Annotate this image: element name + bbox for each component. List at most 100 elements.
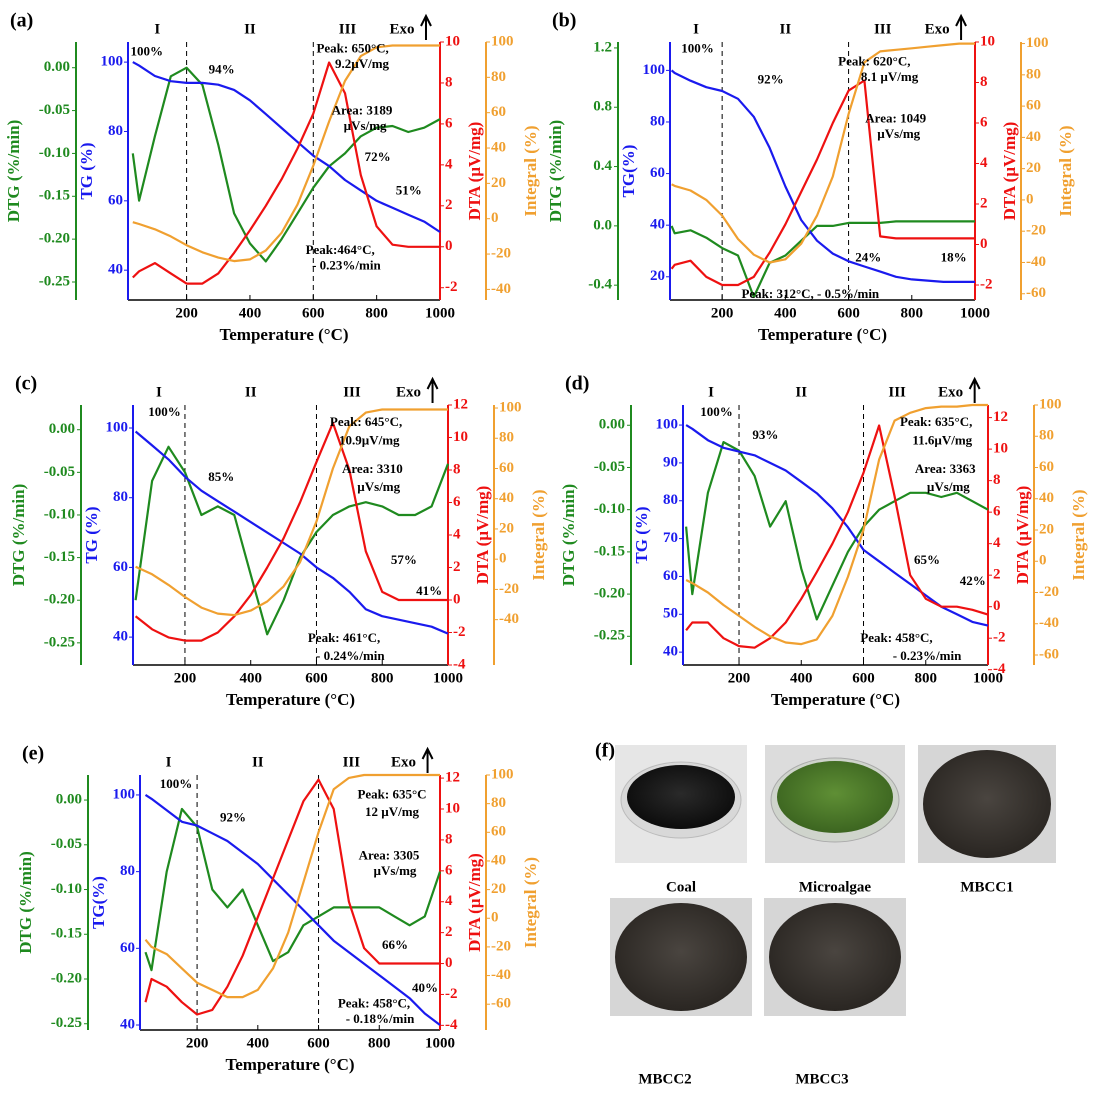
region-label: III (343, 384, 361, 400)
y-tick-label: 10 (445, 800, 460, 816)
y-tick-label: -0.05 (51, 836, 82, 852)
y-tick-label: 50 (663, 606, 678, 622)
y-tick-label: 10 (453, 429, 468, 445)
y-tick-label: 8 (453, 461, 461, 477)
y-axis-title: DTA (µV/mg) (473, 486, 492, 585)
y-tick-label: 40 (491, 139, 506, 155)
x-axis-title: Temperature (°C) (226, 690, 355, 709)
y-tick-label: 0.8 (593, 99, 612, 115)
y-tick-label: -2 (453, 624, 466, 640)
annotation: 65% (914, 552, 940, 567)
y-tick-label: 0 (993, 598, 1001, 614)
y-tick-label: -0.25 (51, 1015, 82, 1031)
y-tick-label: -0.10 (44, 506, 75, 522)
x-tick-label: 400 (247, 1035, 270, 1051)
y-tick-label: 6 (445, 862, 453, 878)
y-tick-label: 60 (491, 104, 506, 120)
y-tick-label: 2 (993, 567, 1001, 583)
panel-label: (d) (565, 373, 589, 395)
y-tick-label: 12 (445, 770, 460, 786)
y-tick-label: 0.00 (599, 417, 625, 433)
y-tick-label: 0.00 (49, 421, 75, 437)
y-tick-label: 40 (663, 644, 678, 660)
x-tick-label: 400 (239, 670, 262, 686)
photo-panel: (f) Coal Microalgae MBCC1 MBCC2 MBCC3 (595, 740, 1056, 1088)
y-tick-label: 4 (445, 156, 453, 172)
region-label: I (154, 21, 160, 37)
y-axis-title: DTA (µV/mg) (465, 853, 484, 952)
y-tick-label: -4 (445, 1017, 458, 1033)
y-tick-label: 100 (656, 416, 679, 432)
y-axis-title: Integral (%) (521, 125, 540, 216)
annotation: Area: 3310 (342, 461, 403, 476)
y-tick-label: 100 (491, 33, 514, 49)
y-tick-label: 60 (663, 568, 678, 584)
x-tick-label: 600 (852, 670, 875, 686)
x-tick-label: 800 (368, 1035, 391, 1051)
photo-label: Microalgae (799, 879, 872, 895)
x-tick-label: 800 (371, 670, 394, 686)
annotation: - 0.23%/min (312, 257, 381, 272)
x-tick-label: 200 (728, 670, 751, 686)
x-tick-label: 400 (774, 305, 797, 321)
annotation: Peak: 458°C, (860, 630, 932, 645)
annotation: Peak: 312°C, - 0.5%/min (741, 286, 879, 301)
x-tick-label: 200 (175, 305, 198, 321)
sample (615, 903, 747, 1011)
y-tick-label: 40 (1039, 490, 1054, 506)
sample (769, 903, 901, 1011)
panel-label: (e) (22, 743, 44, 765)
page: (f) Coal Microalgae MBCC1 MBCC2 MBCC3 (a… (0, 0, 1095, 1096)
y-tick-label: -20 (499, 581, 519, 597)
y-tick-label: 0 (499, 551, 507, 567)
y-tick-label: 0 (453, 591, 461, 607)
sample (627, 765, 735, 829)
y-tick-label: 100 (499, 399, 522, 415)
y-tick-label: 4 (445, 893, 453, 909)
annotation: 66% (382, 937, 408, 952)
y-tick-label: 70 (663, 530, 678, 546)
x-tick-label: 600 (307, 1035, 330, 1051)
y-tick-label: -0.10 (39, 145, 70, 161)
y-tick-label: -60 (491, 996, 511, 1012)
x-axis-title: Temperature (°C) (225, 1055, 354, 1074)
y-tick-label: 8 (445, 831, 453, 847)
exo-arrow (423, 749, 433, 773)
annotation: Peak: 458°C, (338, 995, 410, 1010)
y-axis-title: DTG (%/min) (9, 484, 28, 586)
annotation: 57% (391, 552, 417, 567)
y-tick-label: 80 (663, 492, 678, 508)
y-tick-label: -2 (980, 276, 993, 292)
y-tick-label: 4 (453, 526, 461, 542)
exo-label: Exo (389, 21, 414, 37)
y-tick-label: -20 (1039, 584, 1059, 600)
y-axis-title: DTG (%/min) (546, 120, 565, 222)
y-tick-label: -0.25 (594, 628, 625, 644)
y-tick-label: 20 (491, 881, 506, 897)
region-label: I (708, 384, 714, 400)
annotation: 92% (220, 809, 246, 824)
annotation: Area: 1049 (865, 110, 926, 125)
region-label: III (874, 21, 892, 37)
y-tick-label: 6 (980, 114, 988, 130)
y-tick-label: 8 (980, 74, 988, 90)
y-tick-label: 60 (120, 940, 135, 956)
annotation: - 0.18%/min (346, 1011, 415, 1026)
annotation: 12 µV/mg (365, 804, 420, 819)
annotation: Peak: 645°C, (330, 414, 402, 429)
photo-label: Coal (666, 879, 696, 895)
x-tick-label: 600 (305, 670, 328, 686)
y-tick-label: 80 (491, 69, 506, 85)
x-tick-label: 1000 (425, 1035, 455, 1051)
annotation: 100% (681, 41, 714, 56)
y-tick-label: 100 (1039, 396, 1062, 412)
y-tick-label: 60 (499, 460, 514, 476)
exo-label: Exo (396, 384, 421, 400)
y-axis-title: DTA (µV/mg) (465, 122, 484, 221)
y-tick-label: -4 (453, 656, 466, 672)
y-tick-label: -0.15 (39, 188, 70, 204)
y-tick-label: 0 (1026, 191, 1034, 207)
annotation: 85% (208, 469, 234, 484)
exo-label: Exo (938, 384, 963, 400)
